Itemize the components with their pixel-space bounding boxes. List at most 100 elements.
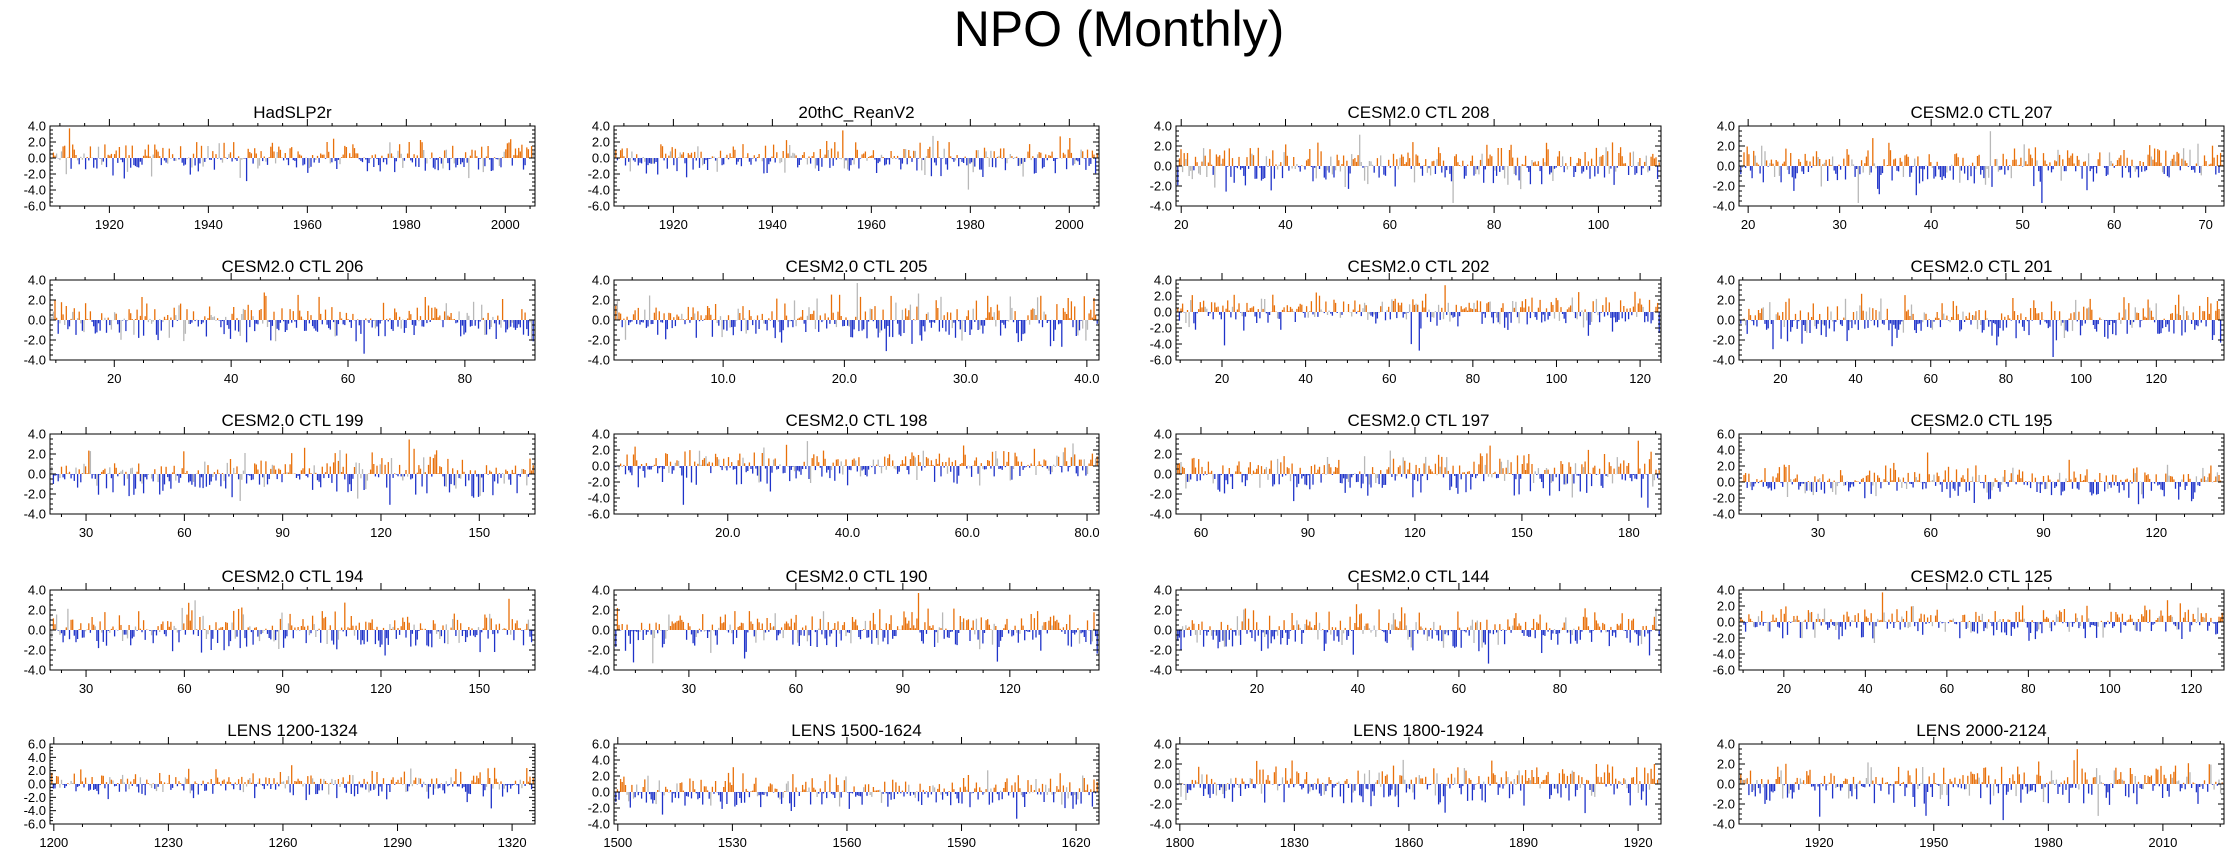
panel-1: HadSLP2r -6.0-4.0-2.00.02.04.0 1920 1940 196… bbox=[24, 103, 536, 232]
y-tick-label: 0.0 bbox=[592, 313, 610, 328]
x-tick-label: 2000 bbox=[491, 217, 520, 232]
x-tick-label: 1920 bbox=[659, 217, 688, 232]
y-tick-label: 0.0 bbox=[1154, 305, 1172, 320]
x-tick-label: 120 bbox=[1404, 525, 1426, 540]
x-tick-label: 10.0 bbox=[710, 371, 735, 386]
y-tick-label: -2.0 bbox=[1713, 179, 1735, 194]
series-bars bbox=[51, 598, 534, 656]
y-tick-label: 0.0 bbox=[592, 151, 610, 166]
x-tick-label: 1980 bbox=[392, 217, 421, 232]
x-tick-label: 80 bbox=[1487, 217, 1501, 232]
y-tick-label: 6.0 bbox=[1717, 427, 1735, 442]
y-tick-label: -2.0 bbox=[24, 167, 46, 182]
x-tick-label: 60 bbox=[1924, 371, 1938, 386]
x-tick-label: 60.0 bbox=[955, 525, 980, 540]
y-tick-label: -2.0 bbox=[588, 333, 610, 348]
x-tick-label: 1960 bbox=[857, 217, 886, 232]
series-bars bbox=[1740, 293, 2223, 357]
x-tick-label: 40.0 bbox=[835, 525, 860, 540]
x-tick-label: 60 bbox=[2107, 217, 2121, 232]
panel-9: CESM2.0 CTL 199 -4.0 -2.0 0.0 2.0 4.0 30 60 90 12… bbox=[24, 411, 536, 540]
panel-11: CESM2.0 CTL 197 -4.0 -2.0 0.0 2.0 4.0 60 90 120 1… bbox=[1150, 411, 1662, 540]
y-tick-label: 4.0 bbox=[1717, 443, 1735, 458]
x-tick-label: 80 bbox=[1466, 371, 1480, 386]
x-tick-label: 80 bbox=[1999, 371, 2013, 386]
x-tick-label: 120 bbox=[2145, 371, 2167, 386]
panel-2: 20thC_ReanV2 -6.0-4.0-2.00.02.04.0 1920 194… bbox=[588, 103, 1100, 232]
x-tick-label: 150 bbox=[1511, 525, 1533, 540]
y-tick-label: -4.0 bbox=[588, 183, 610, 198]
x-tick-label: 20 bbox=[1174, 217, 1188, 232]
y-tick-label: -6.0 bbox=[1150, 353, 1172, 368]
y-tick-label: -4.0 bbox=[1150, 507, 1172, 522]
series-bars bbox=[1177, 440, 1660, 508]
x-tick-label: 100 bbox=[1546, 371, 1568, 386]
panel-7: CESM2.0 CTL 202 -6.0-4.0-2.00.02.04.0 20 40… bbox=[1150, 257, 1662, 386]
y-tick-label: -2.0 bbox=[1713, 333, 1735, 348]
x-tick-label: 2000 bbox=[1055, 217, 1084, 232]
y-tick-label: 4.0 bbox=[28, 119, 46, 134]
panel-title: CESM2.0 CTL 205 bbox=[785, 257, 927, 276]
x-tick-label: 20 bbox=[107, 371, 121, 386]
x-tick-label: 30 bbox=[1811, 525, 1825, 540]
panel-13: CESM2.0 CTL 194-4.0-2.00.02.04.030 60 90 12… bbox=[24, 567, 536, 696]
y-tick-label: 2.0 bbox=[1154, 289, 1172, 304]
y-tick-label: 4.0 bbox=[592, 273, 610, 288]
y-tick-label: -4.0 bbox=[24, 353, 46, 368]
x-tick-label: 100 bbox=[1588, 217, 1610, 232]
y-tick-label: 0.0 bbox=[1717, 313, 1735, 328]
page-title: NPO (Monthly) bbox=[953, 1, 1285, 57]
x-tick-label: 40 bbox=[1848, 371, 1862, 386]
x-tick-label: 1940 bbox=[758, 217, 787, 232]
y-tick-label: 2.0 bbox=[1154, 447, 1172, 462]
y-tick-label: 0.0 bbox=[1154, 467, 1172, 482]
y-tick-label: 2.0 bbox=[28, 293, 46, 308]
x-tick-label: 40 bbox=[1278, 217, 1292, 232]
series-bars bbox=[1177, 285, 1660, 351]
panel-title: CESM2.0 CTL 198 bbox=[785, 411, 927, 430]
x-tick-label: 60 bbox=[177, 525, 191, 540]
y-tick-label: -4.0 bbox=[1713, 199, 1735, 214]
x-tick-label: 90 bbox=[275, 525, 289, 540]
y-tick-label: -4.0 bbox=[588, 491, 610, 506]
y-tick-label: 2.0 bbox=[1154, 139, 1172, 154]
panel-title: CESM2.0 CTL 207 bbox=[1910, 103, 2052, 122]
y-tick-label: 4.0 bbox=[28, 427, 46, 442]
x-tick-label: 60 bbox=[1924, 525, 1938, 540]
y-tick-label: 4.0 bbox=[592, 427, 610, 442]
panel-5: CESM2.0 CTL 206 -4.0 -2.0 0.0 2.0 4.0 20 40 60 80 bbox=[24, 257, 536, 386]
series-bars bbox=[615, 283, 1098, 352]
x-tick-label: 50 bbox=[2015, 217, 2029, 232]
x-tick-label: 60 bbox=[1382, 371, 1396, 386]
x-tick-label: 70 bbox=[2198, 217, 2212, 232]
y-tick-label: -6.0 bbox=[24, 199, 46, 214]
series-bars bbox=[1740, 452, 2223, 505]
x-tick-label: 90 bbox=[2036, 525, 2050, 540]
x-tick-label: 40 bbox=[224, 371, 238, 386]
y-tick-label: -2.0 bbox=[1150, 487, 1172, 502]
y-tick-label: 2.0 bbox=[592, 293, 610, 308]
x-tick-label: 1960 bbox=[293, 217, 322, 232]
series-bars bbox=[1177, 134, 1660, 203]
series-bars bbox=[51, 292, 534, 354]
plot-frame bbox=[1738, 433, 2225, 515]
y-tick-label: -4.0 bbox=[1713, 507, 1735, 522]
y-tick-label: 4.0 bbox=[592, 119, 610, 134]
y-tick-label: -4.0 bbox=[24, 183, 46, 198]
y-tick-label: 4.0 bbox=[1154, 273, 1172, 288]
y-tick-label: 0.0 bbox=[28, 313, 46, 328]
panel-8: CESM2.0 CTL 201 -4.0 -2.0 0.0 2.0 4.0 20 40 60 80… bbox=[1713, 257, 2225, 386]
y-tick-label: -2.0 bbox=[1713, 491, 1735, 506]
y-tick-label: -2.0 bbox=[24, 487, 46, 502]
x-tick-label: 60 bbox=[341, 371, 355, 386]
x-tick-label: 120 bbox=[1629, 371, 1651, 386]
y-tick-label: 2.0 bbox=[1717, 459, 1735, 474]
x-tick-label: 1940 bbox=[194, 217, 223, 232]
panel-title: CESM2.0 CTL 208 bbox=[1347, 103, 1489, 122]
y-tick-label: 2.0 bbox=[28, 135, 46, 150]
x-tick-label: 100 bbox=[2070, 371, 2092, 386]
panel-title: CESM2.0 CTL 206 bbox=[221, 257, 363, 276]
y-tick-label: 0.0 bbox=[28, 151, 46, 166]
panel-3: CESM2.0 CTL 208 -4.0 -2.0 0.0 2.0 4.0 20 40 60 80… bbox=[1150, 103, 1662, 232]
